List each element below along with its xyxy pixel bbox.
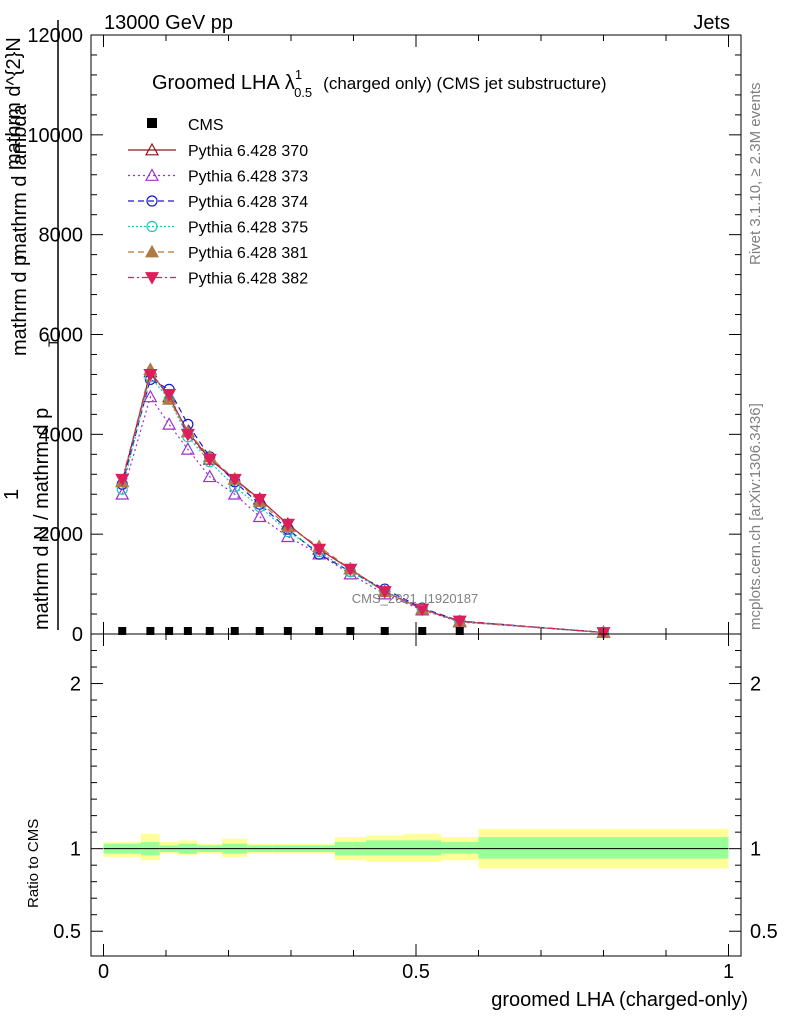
legend-label: Pythia 6.428 374 (188, 194, 308, 211)
ylabel-num: mathrm d^{2}N (3, 37, 25, 170)
ratio-y-tick-label-right: 1 (750, 839, 761, 861)
series-point (252, 509, 267, 523)
series-point (227, 473, 242, 487)
series-point (452, 615, 467, 629)
cms-point (183, 627, 192, 636)
legend-marker (146, 220, 158, 233)
legend-label: Pythia 6.428 375 (188, 220, 308, 237)
series-line (121, 395, 604, 634)
series-point (202, 469, 217, 483)
watermark: CMS_2021_I1920187 (352, 591, 479, 606)
y-tick-label: 6000 (39, 325, 84, 347)
title-symbol: λ (285, 72, 295, 94)
series-point (227, 486, 242, 500)
series-point (312, 543, 327, 557)
ratio-y-tick-label: 2 (70, 674, 81, 696)
ylabel-sub: T (45, 338, 61, 347)
ratio-inner-band (403, 840, 441, 856)
legend-cms-marker (147, 118, 157, 128)
series-point (280, 518, 295, 532)
ratio-y-tick-label: 0.5 (53, 921, 81, 943)
legend: CMS Pythia 6.428 370 Pythia 6.428 373 Pyth… (128, 117, 308, 288)
series-point (180, 442, 195, 455)
ratio-inner-band (366, 840, 404, 856)
main-y-axis: 0 2000 4000 6000 8000 10000 12000 (27, 25, 741, 646)
legend-marker (144, 142, 160, 156)
title-sub: 0.5 (294, 85, 312, 100)
main-y-label: mathrm d N / mathrm d p mathrm d p T mat… (1, 20, 61, 630)
legend-label: Pythia 6.428 373 (188, 169, 308, 186)
y-tick-label: 2000 (39, 524, 84, 546)
cms-point (146, 627, 155, 636)
legend-label: Pythia 6.428 382 (188, 271, 308, 288)
series-6 (115, 369, 611, 640)
cms-point (255, 627, 264, 636)
y-tick-label: 4000 (39, 424, 84, 446)
x-axis-label: groomed LHA (charged-only) (491, 989, 748, 1011)
cms-point (315, 627, 324, 636)
cms-point (283, 627, 292, 636)
series-point (377, 586, 392, 599)
y-tick-label: 12000 (27, 25, 83, 47)
series-point (180, 428, 195, 442)
main-plot: CMS_2021_I1920187 0 2000 4000 6000 8000 10000… (27, 25, 742, 646)
cms-point (230, 627, 239, 636)
ratio-y-tick-label: 1 (70, 839, 81, 861)
ratio-y-tick-label-right: 0.5 (750, 921, 778, 943)
ratio-plot: 0.5 0.5 1 1 2 2 0 0.5 1 Ratio to CMS groomed LHA… (25, 633, 778, 1011)
y-tick-label: 8000 (39, 225, 84, 247)
series-point (343, 563, 358, 577)
series-point (143, 369, 158, 382)
legend-marker (146, 195, 158, 207)
x-tick-label: 0 (98, 961, 109, 983)
title-rest: (charged only) (CMS jet substructure) (323, 74, 606, 93)
series-point (162, 417, 177, 430)
cms-point (205, 627, 214, 636)
series-line (121, 373, 604, 634)
ylabel-left: 1 (1, 489, 23, 500)
series-point (115, 473, 130, 487)
series-point (202, 453, 217, 467)
series-point (143, 389, 158, 403)
cms-point (380, 627, 389, 636)
ratio-inner-band (478, 837, 729, 859)
cms-point (346, 627, 355, 636)
ratio-frame (90, 633, 742, 957)
legend-marker (144, 168, 160, 181)
ylabel-main: mathrm d N / mathrm d p (31, 408, 53, 630)
mcplots-label: mcplots.cern.ch [arXiv:1306.3436] (747, 403, 764, 630)
title-main: Groomed LHA (152, 72, 280, 94)
cms-point (118, 627, 127, 636)
cms-point (418, 627, 427, 636)
header-left: 13000 GeV pp (104, 12, 233, 34)
x-tick-label: 1 (723, 961, 734, 983)
chart-title: Groomed LHA λ1 0.5 (charged only) (CMS jet … (152, 67, 607, 100)
ratio-y-label: Ratio to CMS (25, 819, 42, 908)
series-point (415, 603, 430, 617)
y-tick-label: 10000 (27, 125, 83, 147)
legend-label: Pythia 6.428 381 (188, 245, 308, 262)
ratio-inner-band (441, 842, 479, 854)
cms-point (455, 627, 464, 636)
legend-marker (144, 244, 160, 258)
title-sup: 1 (295, 67, 302, 82)
legend-cms-label: CMS (188, 117, 224, 134)
rivet-label: Rivet 3.1.10, ≥ 2.3M events (747, 83, 764, 266)
y-tick-label: 0 (72, 624, 83, 646)
header-right: Jets (693, 12, 730, 34)
ylabel-den-rest: mathrm d lambda (9, 104, 31, 260)
ratio-band-layer (103, 828, 729, 869)
ratio-axes: 0.5 0.5 1 1 2 2 0 0.5 1 (53, 634, 778, 983)
ratio-y-tick-label-right: 2 (750, 674, 761, 696)
cms-point (165, 627, 174, 636)
main-series-layer (115, 362, 611, 640)
x-tick-label: 0.5 (402, 961, 430, 983)
ylabel-den: mathrm d p (9, 255, 31, 356)
legend-marker (144, 272, 160, 285)
cms-series (118, 627, 464, 636)
legend-label: Pythia 6.428 370 (188, 143, 308, 160)
series-point (162, 389, 177, 402)
series-point (252, 493, 267, 507)
